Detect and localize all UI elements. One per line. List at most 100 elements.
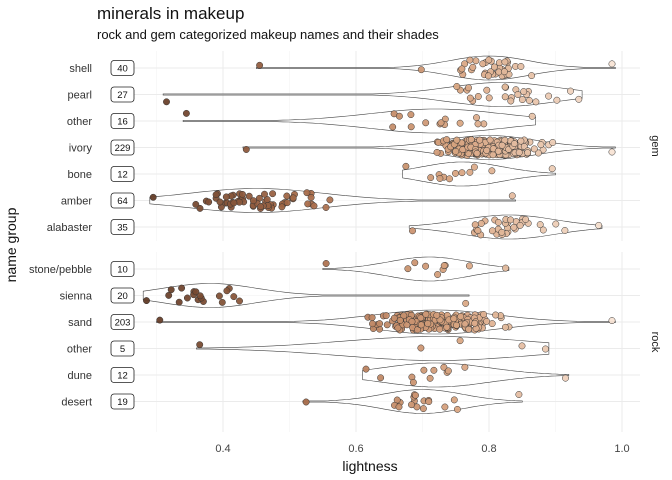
data-point (443, 136, 451, 144)
y-tick-label: alabaster (47, 222, 93, 234)
data-point (289, 194, 297, 202)
data-point (215, 292, 223, 300)
data-point (518, 342, 526, 350)
data-point (322, 260, 330, 267)
data-point (426, 374, 434, 382)
data-point (402, 162, 410, 170)
count-badge (110, 367, 135, 383)
chart-title: minerals in makeup (97, 4, 245, 23)
data-point (514, 91, 522, 98)
count-badge-text: 64 (117, 196, 128, 207)
data-point (452, 169, 459, 177)
count-badge (110, 219, 135, 235)
data-point (485, 94, 493, 102)
data-point (230, 199, 238, 207)
data-point (462, 299, 470, 307)
data-point (242, 146, 250, 153)
data-point (249, 197, 257, 205)
data-point (411, 259, 419, 267)
data-point (608, 148, 616, 156)
count-badge-text: 10 (117, 265, 128, 276)
data-point (453, 83, 461, 90)
x-axis-title: lightness (342, 458, 397, 474)
data-point (165, 291, 173, 299)
data-point (484, 72, 492, 80)
count-badge (110, 113, 135, 129)
data-point (283, 199, 291, 207)
data-point (383, 321, 391, 329)
data-point (377, 374, 385, 382)
data-point (498, 141, 506, 149)
data-point (458, 169, 466, 177)
y-tick-label: bone (68, 169, 92, 181)
data-point (196, 204, 204, 212)
data-point (450, 315, 458, 323)
data-point (466, 56, 474, 64)
data-point (534, 149, 542, 157)
data-point (510, 223, 518, 231)
y-tick-label: ivory (69, 143, 93, 155)
count-badge (110, 139, 135, 156)
data-point (575, 95, 583, 103)
data-point (532, 98, 540, 106)
data-point (530, 145, 538, 153)
data-point (422, 310, 430, 318)
data-point (437, 119, 445, 127)
data-point (476, 136, 484, 144)
data-point (507, 97, 515, 105)
data-point (479, 60, 487, 68)
data-point (440, 363, 448, 371)
data-point (567, 87, 574, 95)
data-point (486, 136, 494, 144)
data-point (469, 63, 477, 71)
data-point (192, 200, 200, 208)
x-tick-label: 0.4 (215, 443, 230, 455)
data-point (472, 57, 480, 65)
data-point (450, 396, 458, 404)
data-point (494, 218, 502, 226)
data-point (436, 175, 444, 182)
data-point (528, 112, 536, 120)
data-point (524, 149, 532, 157)
data-point (256, 61, 264, 69)
data-point (498, 228, 506, 236)
data-point (362, 365, 370, 373)
data-point (417, 321, 425, 329)
data-point (425, 398, 433, 406)
count-badge (110, 60, 135, 76)
data-point (409, 227, 416, 235)
data-point (501, 93, 509, 101)
data-point (488, 320, 496, 328)
data-point (419, 405, 427, 413)
y-tick-label: amber (61, 196, 93, 208)
data-point (408, 318, 416, 326)
data-point (473, 149, 481, 157)
data-point (283, 192, 291, 200)
data-point (457, 313, 465, 320)
data-point (196, 292, 204, 300)
data-point (400, 312, 408, 320)
count-badge (110, 314, 135, 330)
data-point (537, 141, 545, 149)
data-point (376, 320, 384, 328)
data-point (466, 94, 474, 102)
data-point (473, 114, 480, 122)
data-point (239, 190, 246, 198)
data-point (278, 203, 286, 211)
data-point (465, 325, 473, 333)
data-point (474, 93, 482, 100)
count-badge (110, 261, 135, 277)
y-tick-label: shell (69, 63, 92, 75)
data-point (502, 264, 510, 272)
data-point (196, 341, 204, 349)
data-point (552, 220, 560, 228)
count-badge (110, 340, 135, 357)
data-point (422, 262, 430, 270)
data-point (458, 65, 466, 73)
data-point (427, 174, 435, 182)
count-badge-text: 20 (117, 291, 128, 302)
data-point (433, 311, 441, 319)
data-point (368, 314, 376, 322)
